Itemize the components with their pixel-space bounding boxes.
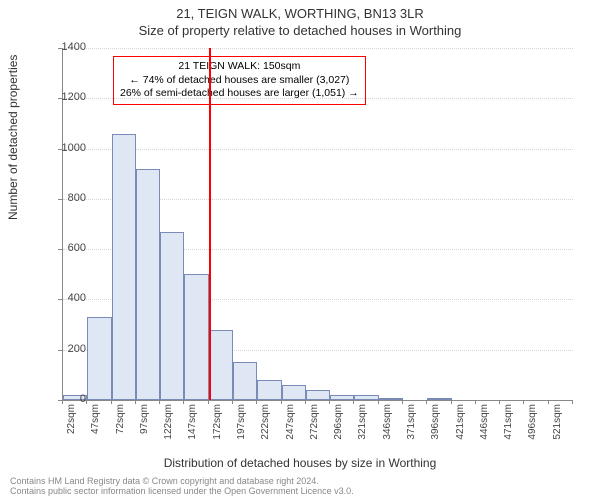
y-tick-mark <box>58 249 62 250</box>
x-tick-mark <box>523 400 524 404</box>
y-tick-label: 1200 <box>46 91 86 103</box>
x-tick-mark <box>62 400 63 404</box>
x-tick-label: 47sqm <box>90 404 101 454</box>
histogram-bar <box>160 232 184 400</box>
x-tick-label: 97sqm <box>139 404 150 454</box>
x-tick-mark <box>86 400 87 404</box>
x-tick-mark <box>499 400 500 404</box>
x-tick-label: 346sqm <box>382 404 393 454</box>
footer-line: Contains HM Land Registry data © Crown c… <box>10 476 590 486</box>
x-tick-mark <box>378 400 379 404</box>
histogram-bar <box>209 330 233 400</box>
y-tick-mark <box>58 199 62 200</box>
histogram-bar <box>112 134 136 401</box>
histogram-bar <box>257 380 281 400</box>
gridline <box>63 98 573 99</box>
x-tick-mark <box>475 400 476 404</box>
y-tick-label: 600 <box>46 242 86 254</box>
x-tick-label: 72sqm <box>115 404 126 454</box>
x-tick-mark <box>256 400 257 404</box>
y-tick-mark <box>58 350 62 351</box>
x-tick-mark <box>208 400 209 404</box>
x-tick-label: 247sqm <box>285 404 296 454</box>
x-tick-mark <box>353 400 354 404</box>
histogram-bar <box>379 398 403 401</box>
x-tick-label: 446sqm <box>479 404 490 454</box>
chart-plot-area: 21 TEIGN WALK: 150sqm ← 74% of detached … <box>62 48 573 401</box>
x-tick-mark <box>159 400 160 404</box>
x-tick-mark <box>135 400 136 404</box>
x-tick-mark <box>329 400 330 404</box>
histogram-bar <box>306 390 330 400</box>
histogram-bar <box>136 169 160 400</box>
annotation-line: ← 74% of detached houses are smaller (3,… <box>120 74 359 88</box>
x-tick-mark <box>281 400 282 404</box>
x-tick-label: 222sqm <box>260 404 271 454</box>
histogram-bar <box>282 385 306 400</box>
x-tick-label: 296sqm <box>333 404 344 454</box>
chart-title-desc: Size of property relative to detached ho… <box>0 21 600 38</box>
x-tick-label: 396sqm <box>430 404 441 454</box>
x-axis-label: Distribution of detached houses by size … <box>0 456 600 470</box>
y-tick-label: 800 <box>46 192 86 204</box>
chart-title-address: 21, TEIGN WALK, WORTHING, BN13 3LR <box>0 0 600 21</box>
x-tick-label: 521sqm <box>552 404 563 454</box>
y-tick-label: 1000 <box>46 142 86 154</box>
y-tick-mark <box>58 98 62 99</box>
x-tick-mark <box>572 400 573 404</box>
histogram-bar <box>330 395 354 400</box>
histogram-bar <box>87 317 111 400</box>
footer-attribution: Contains HM Land Registry data © Crown c… <box>10 476 590 496</box>
x-tick-mark <box>111 400 112 404</box>
gridline <box>63 149 573 150</box>
x-tick-mark <box>451 400 452 404</box>
y-tick-mark <box>58 149 62 150</box>
y-axis-label: Number of detached properties <box>6 55 20 220</box>
x-tick-mark <box>402 400 403 404</box>
x-tick-mark <box>426 400 427 404</box>
y-tick-label: 1400 <box>46 41 86 53</box>
y-tick-mark <box>58 48 62 49</box>
x-tick-label: 22sqm <box>66 404 77 454</box>
x-tick-label: 496sqm <box>527 404 538 454</box>
y-tick-label: 400 <box>46 292 86 304</box>
x-tick-mark <box>183 400 184 404</box>
histogram-bar <box>354 395 378 400</box>
x-tick-label: 197sqm <box>236 404 247 454</box>
histogram-bar <box>233 362 257 400</box>
x-tick-label: 122sqm <box>163 404 174 454</box>
x-tick-label: 172sqm <box>212 404 223 454</box>
x-tick-mark <box>548 400 549 404</box>
y-tick-mark <box>58 299 62 300</box>
x-tick-label: 471sqm <box>503 404 514 454</box>
annotation-line: 21 TEIGN WALK: 150sqm <box>120 60 359 74</box>
x-tick-label: 321sqm <box>357 404 368 454</box>
histogram-bar <box>184 274 208 400</box>
property-marker-line <box>209 48 211 400</box>
gridline <box>63 48 573 49</box>
x-tick-label: 421sqm <box>455 404 466 454</box>
x-tick-label: 272sqm <box>309 404 320 454</box>
x-tick-label: 147sqm <box>187 404 198 454</box>
x-tick-mark <box>305 400 306 404</box>
x-tick-label: 371sqm <box>406 404 417 454</box>
y-tick-label: 200 <box>46 343 86 355</box>
x-tick-mark <box>232 400 233 404</box>
histogram-bar <box>427 398 451 401</box>
footer-line: Contains public sector information licen… <box>10 486 590 496</box>
